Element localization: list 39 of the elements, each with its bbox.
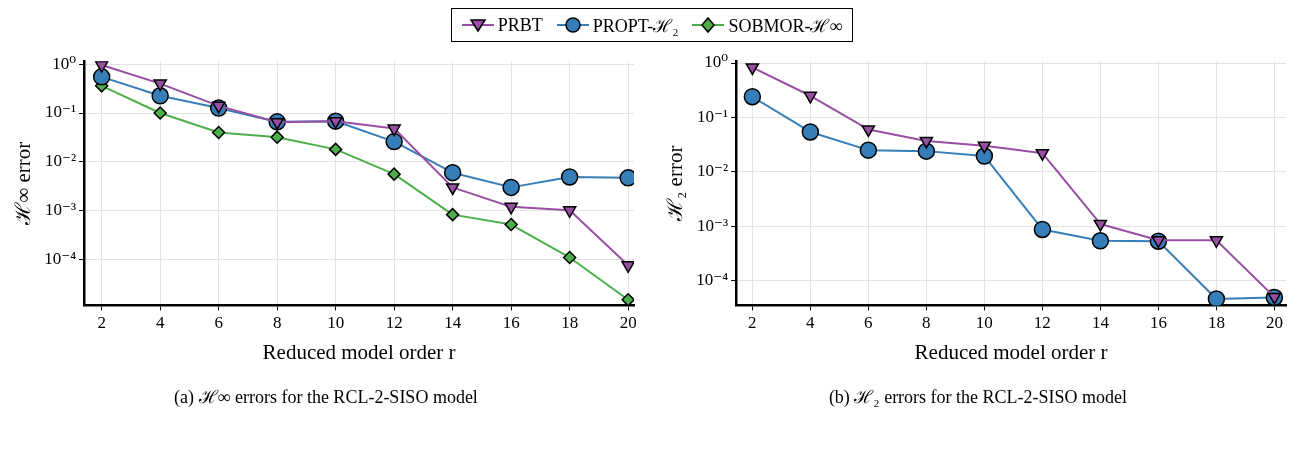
text: (a) ℋ∞ errors for the RCL-2-SISO model bbox=[174, 386, 478, 408]
y-tick-label: 10⁻¹ bbox=[45, 102, 77, 122]
x-tick-label: 16 bbox=[502, 313, 520, 333]
x-tick-label: 16 bbox=[1149, 313, 1167, 333]
y-tick-label: 10⁻⁴ bbox=[696, 270, 729, 290]
x-axis-title: Reduced model order r bbox=[262, 339, 456, 364]
y-tick-label: 10⁻² bbox=[697, 161, 729, 181]
x-tick-label: 8 bbox=[922, 313, 931, 333]
x-tick-label: 12 bbox=[385, 313, 403, 333]
y-tick-label: 10⁻² bbox=[45, 151, 77, 171]
x-tick-label: 4 bbox=[806, 313, 816, 333]
x-tick-label: 8 bbox=[272, 313, 282, 333]
y-tick-label: 10⁻³ bbox=[45, 200, 77, 220]
x-tick-label: 14 bbox=[444, 313, 462, 333]
y-tick-label: 10⁰ bbox=[52, 53, 77, 73]
y-tick-label: 10⁻¹ bbox=[697, 106, 729, 126]
x-tick-label: 20 bbox=[619, 313, 637, 333]
x-tick-label: 12 bbox=[1033, 313, 1051, 333]
y-tick-label: 10⁻³ bbox=[697, 215, 729, 235]
x-tick-label: 2 bbox=[97, 313, 106, 333]
y-axis-title: ℋ₂ error bbox=[663, 145, 688, 222]
x-tick-label: 6 bbox=[214, 313, 223, 333]
text: (b) ℋ₂ errors for the RCL-2-SISO model bbox=[828, 386, 1128, 408]
x-tick-label: 6 bbox=[864, 313, 873, 333]
y-tick-label: 10⁻⁴ bbox=[44, 248, 77, 268]
x-tick-label: 10 bbox=[975, 313, 993, 333]
x-tick-label: 20 bbox=[1265, 313, 1283, 333]
x-tick-label: 18 bbox=[561, 313, 579, 333]
x-tick-label: 18 bbox=[1207, 313, 1225, 333]
x-tick-label: 10 bbox=[327, 313, 345, 333]
x-axis-title: Reduced model order r bbox=[914, 339, 1108, 364]
y-axis-title: ℋ∞ error bbox=[11, 141, 36, 226]
legend-label: SOBMOR-ℋ∞ bbox=[728, 15, 843, 37]
y-tick-label: 10⁰ bbox=[704, 52, 729, 72]
x-tick-label: 2 bbox=[748, 313, 757, 333]
x-tick-label: 14 bbox=[1091, 313, 1110, 333]
x-tick-label: 4 bbox=[155, 313, 165, 333]
legend-label: PRBT bbox=[497, 14, 543, 36]
legend-label: PROPT-ℋ₂ bbox=[592, 15, 679, 37]
